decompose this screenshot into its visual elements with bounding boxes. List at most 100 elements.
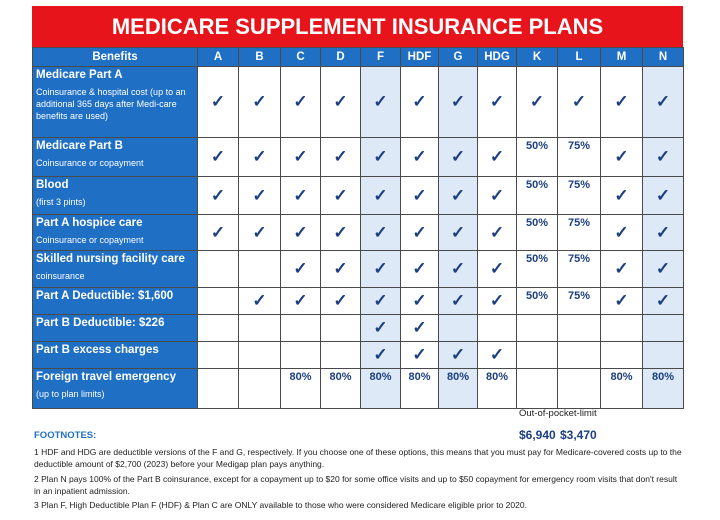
check-mark: ✓ xyxy=(450,185,466,205)
check-mark: ✓ xyxy=(293,291,308,310)
plan-cell: ✓ xyxy=(360,314,401,342)
out-of-pocket-label: Out-of-pocket-limit xyxy=(519,408,597,419)
plan-cell: ✓ xyxy=(360,287,401,315)
plan-cell xyxy=(516,314,558,342)
plan-cell: 80% xyxy=(477,368,517,409)
plan-cell: ✓ xyxy=(477,287,517,315)
check-mark: ✓ xyxy=(412,259,427,278)
check-mark: ✓ xyxy=(412,147,427,166)
plan-cell: 80% xyxy=(280,368,321,409)
plan-cell xyxy=(238,341,281,369)
plan-cell: ✓ xyxy=(516,66,558,138)
plan-cell: ✓ xyxy=(477,250,517,288)
plan-cell xyxy=(238,314,281,342)
table-row: Skilled nursing facility care coinsurance… xyxy=(32,250,684,288)
plan-cell xyxy=(197,368,239,409)
column-header: K xyxy=(516,47,558,67)
plan-cell: ✓ xyxy=(238,137,281,177)
check-mark: ✓ xyxy=(412,222,427,242)
check-mark: ✓ xyxy=(489,147,505,166)
plan-cell xyxy=(197,314,239,342)
coverage-percent: 75% xyxy=(567,253,591,265)
check-mark: ✓ xyxy=(655,185,671,205)
check-mark: ✓ xyxy=(252,92,267,111)
check-mark: ✓ xyxy=(489,222,505,242)
plan-cell: ✓ xyxy=(642,250,684,288)
coverage-percent: 50% xyxy=(525,140,549,152)
coverage-percent: 50% xyxy=(525,253,549,265)
plan-cell: ✓ xyxy=(477,137,517,177)
check-mark: ✓ xyxy=(373,318,388,337)
benefit-title: Medicare Part B xyxy=(36,140,123,152)
plan-cell: ✓ xyxy=(197,176,239,215)
benefit-cell: Part B Deductible: $226 xyxy=(32,314,198,342)
check-mark: ✓ xyxy=(489,92,505,111)
plan-cell: 80% xyxy=(642,368,684,409)
plan-cell: ✓ xyxy=(360,176,401,215)
column-header: C xyxy=(280,47,321,67)
plan-cell: ✓ xyxy=(642,66,684,138)
plan-cell: ✓ xyxy=(320,137,361,177)
plan-cell: 50% xyxy=(516,287,558,315)
table-row: Foreign travel emergency (up to plan limi… xyxy=(32,368,684,409)
footnote: 2 Plan N pays 100% of the Part B coinsur… xyxy=(34,474,678,496)
plan-cell: 75% xyxy=(557,137,601,177)
plan-cell: ✓ xyxy=(197,214,239,251)
check-mark: ✓ xyxy=(655,259,671,278)
column-header: Benefits xyxy=(32,47,198,67)
check-mark: ✓ xyxy=(210,185,226,205)
plan-cell: ✓ xyxy=(477,176,517,215)
column-header: N xyxy=(642,47,684,67)
plan-cell: ✓ xyxy=(400,66,439,138)
check-mark: ✓ xyxy=(252,222,267,242)
plan-cell: ✓ xyxy=(642,214,684,251)
check-mark: ✓ xyxy=(489,345,505,364)
check-mark: ✓ xyxy=(333,185,348,205)
plan-cell: ✓ xyxy=(197,66,239,138)
plan-cell: 80% xyxy=(320,368,361,409)
plan-cell xyxy=(600,314,643,342)
check-mark: ✓ xyxy=(412,185,427,205)
check-mark: ✓ xyxy=(450,345,466,364)
coverage-percent: 80% xyxy=(329,371,352,383)
check-mark: ✓ xyxy=(252,291,267,310)
check-mark: ✓ xyxy=(655,222,671,242)
check-mark: ✓ xyxy=(373,147,388,166)
out-of-pocket-value: $3,470 xyxy=(560,428,597,442)
benefit-title: Part A Deductible: $1,600 xyxy=(36,290,174,302)
plan-cell: 75% xyxy=(557,250,601,288)
plan-cell: ✓ xyxy=(360,66,401,138)
benefit-subtitle: (first 3 pints) xyxy=(36,197,86,207)
plan-cell xyxy=(197,250,239,288)
check-mark: ✓ xyxy=(333,291,348,310)
column-header: M xyxy=(600,47,643,67)
check-mark: ✓ xyxy=(210,92,226,111)
benefit-subtitle: coinsurance xyxy=(36,271,85,281)
check-mark: ✓ xyxy=(614,185,629,205)
plan-cell: ✓ xyxy=(280,250,321,288)
plan-cell: ✓ xyxy=(360,341,401,369)
plan-cell xyxy=(238,250,281,288)
check-mark: ✓ xyxy=(450,92,466,111)
plan-cell: ✓ xyxy=(320,176,361,215)
benefit-title: Blood xyxy=(36,179,69,191)
table-row: Medicare Part B Coinsurance or copayment ✓… xyxy=(32,137,684,177)
plan-cell: 80% xyxy=(400,368,439,409)
plan-cell: ✓ xyxy=(360,137,401,177)
coverage-percent: 80% xyxy=(485,371,509,383)
check-mark: ✓ xyxy=(333,92,348,111)
benefit-cell: Foreign travel emergency (up to plan limi… xyxy=(32,368,198,409)
benefit-cell: Medicare Part A Coinsurance & hospital co… xyxy=(32,66,198,138)
check-mark: ✓ xyxy=(210,147,226,166)
benefit-subtitle: (up to plan limits) xyxy=(36,389,105,399)
plan-cell xyxy=(197,287,239,315)
plan-cell: ✓ xyxy=(600,137,643,177)
plan-cell xyxy=(642,314,684,342)
check-mark: ✓ xyxy=(293,259,308,278)
plan-cell: ✓ xyxy=(400,176,439,215)
table-row: Part A hospice care Coinsurance or copaym… xyxy=(32,214,684,251)
footnote: 1 HDF and HDG are deductible versions of… xyxy=(34,447,682,469)
plan-cell xyxy=(557,314,601,342)
check-mark: ✓ xyxy=(333,259,348,278)
column-header: G xyxy=(438,47,478,67)
